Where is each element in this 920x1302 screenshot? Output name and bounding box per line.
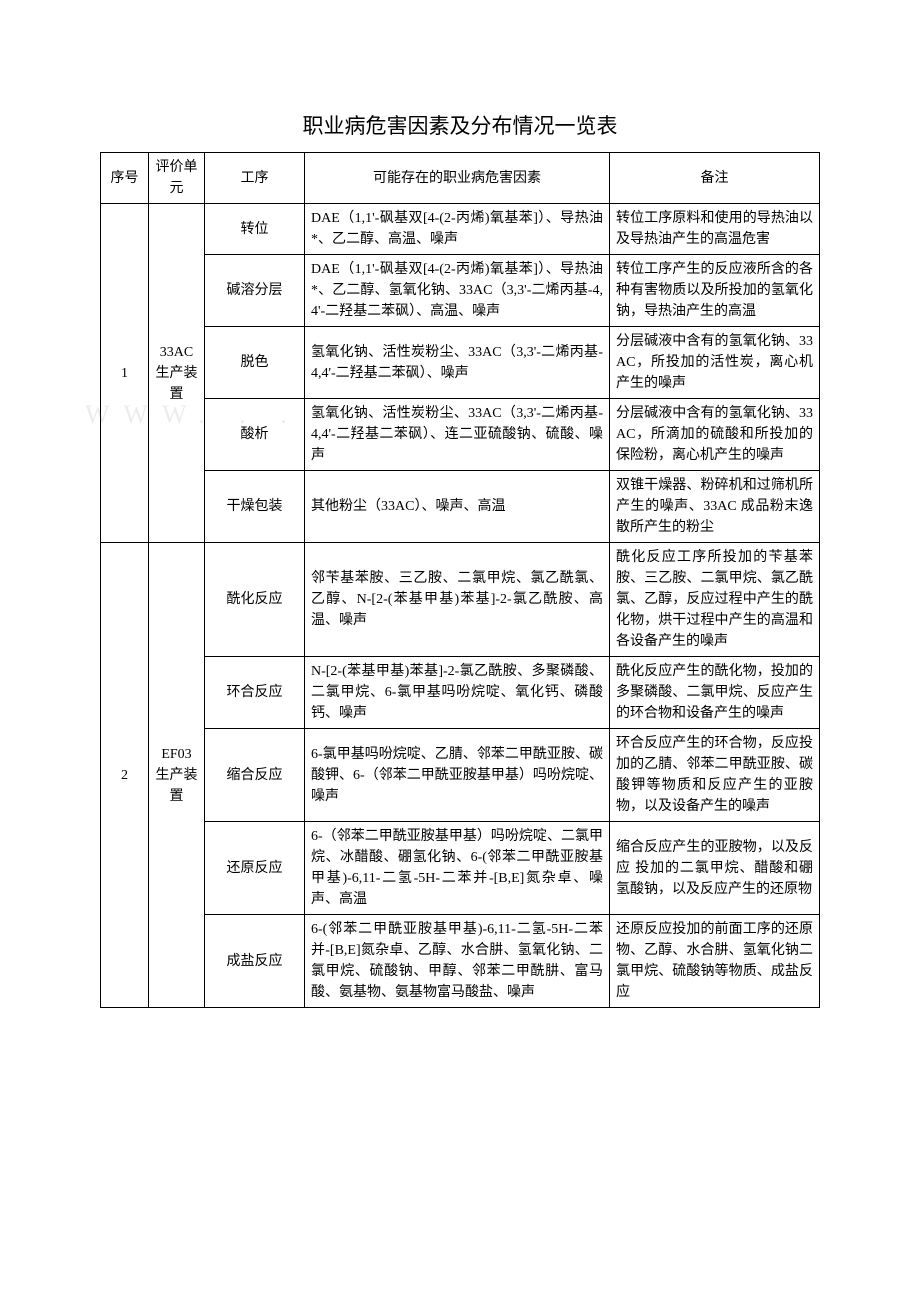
cell-note: 分层碱液中含有的氢氧化钠、33AC，所滴加的硫酸和所投加的保险粉，离心机产生的噪…	[610, 399, 820, 471]
cell-hazard: 6-（邻苯二甲酰亚胺基甲基）吗吩烷啶、二氯甲烷、冰醋酸、硼氢化钠、6-(邻苯二甲…	[305, 822, 610, 915]
cell-note: 分层碱液中含有的氢氧化钠、33AC，所投加的活性炭，离心机产生的噪声	[610, 327, 820, 399]
page-title: 职业病危害因素及分布情况一览表	[100, 110, 820, 140]
cell-hazard: 6-氯甲基吗吩烷啶、乙腈、邻苯二甲酰亚胺、碳酸钾、6-（邻苯二甲酰亚胺基甲基）吗…	[305, 729, 610, 822]
table-row: 干燥包装其他粉尘（33AC）、噪声、高温双锥干燥器、粉碎机和过筛机所产生的噪声、…	[101, 471, 820, 543]
cell-seq: 1	[101, 204, 149, 543]
cell-note: 双锥干燥器、粉碎机和过筛机所产生的噪声、33AC 成品粉末逸散所产生的粉尘	[610, 471, 820, 543]
cell-proc: 酰化反应	[205, 543, 305, 657]
cell-hazard: 邻苄基苯胺、三乙胺、二氯甲烷、氯乙酰氯、乙醇、N-[2-(苯基甲基)苯基]-2-…	[305, 543, 610, 657]
table-row: 碱溶分层DAE（1,1'-砜基双[4-(2-丙烯)氧基苯]）、导热油*、乙二醇、…	[101, 255, 820, 327]
header-proc: 工序	[205, 153, 305, 204]
cell-note: 酰化反应工序所投加的苄基苯胺、三乙胺、二氯甲烷、氯乙酰氯、乙醇，反应过程中产生的…	[610, 543, 820, 657]
header-hazard: 可能存在的职业病危害因素	[305, 153, 610, 204]
table-row: 脱色氢氧化钠、活性炭粉尘、33AC（3,3'-二烯丙基-4,4'-二羟基二苯砜）…	[101, 327, 820, 399]
cell-proc: 缩合反应	[205, 729, 305, 822]
table-row: 2EF03生产装置酰化反应邻苄基苯胺、三乙胺、二氯甲烷、氯乙酰氯、乙醇、N-[2…	[101, 543, 820, 657]
cell-note: 转位工序原料和使用的导热油以及导热油产生的高温危害	[610, 204, 820, 255]
header-note: 备注	[610, 153, 820, 204]
cell-note: 环合反应产生的环合物，反应投加的乙腈、邻苯二甲酰亚胺、碳酸钾等物质和反应产生的亚…	[610, 729, 820, 822]
cell-proc: 碱溶分层	[205, 255, 305, 327]
cell-note: 还原反应投加的前面工序的还原物、乙醇、水合肼、氢氧化钠二氯甲烷、硫酸钠等物质、成…	[610, 915, 820, 1008]
hazard-table: 序号 评价单元 工序 可能存在的职业病危害因素 备注 133AC生产装置转位DA…	[100, 152, 820, 1008]
cell-proc: 酸析	[205, 399, 305, 471]
cell-hazard: 氢氧化钠、活性炭粉尘、33AC（3,3'-二烯丙基-4,4'-二羟基二苯砜）、噪…	[305, 327, 610, 399]
header-unit: 评价单元	[149, 153, 205, 204]
cell-hazard: 6-(邻苯二甲酰亚胺基甲基)-6,11-二氢-5H-二苯并-[B,E]氮杂卓、乙…	[305, 915, 610, 1008]
cell-hazard: 氢氧化钠、活性炭粉尘、33AC（3,3'-二烯丙基-4,4'-二羟基二苯砜）、连…	[305, 399, 610, 471]
cell-proc: 成盐反应	[205, 915, 305, 1008]
table-row: 成盐反应6-(邻苯二甲酰亚胺基甲基)-6,11-二氢-5H-二苯并-[B,E]氮…	[101, 915, 820, 1008]
cell-proc: 环合反应	[205, 657, 305, 729]
cell-proc: 干燥包装	[205, 471, 305, 543]
table-row: 缩合反应6-氯甲基吗吩烷啶、乙腈、邻苯二甲酰亚胺、碳酸钾、6-（邻苯二甲酰亚胺基…	[101, 729, 820, 822]
cell-unit: EF03生产装置	[149, 543, 205, 1008]
cell-note: 转位工序产生的反应液所含的各种有害物质以及所投加的氢氧化钠，导热油产生的高温	[610, 255, 820, 327]
cell-hazard: N-[2-(苯基甲基)苯基]-2-氯乙酰胺、多聚磷酸、二氯甲烷、6-氯甲基吗吩烷…	[305, 657, 610, 729]
cell-note: 缩合反应产生的亚胺物，以及反 应 投加的二氯甲烷、醋酸和硼氢酸钠，以及反应产生的…	[610, 822, 820, 915]
cell-proc: 脱色	[205, 327, 305, 399]
cell-proc: 还原反应	[205, 822, 305, 915]
cell-hazard: DAE（1,1'-砜基双[4-(2-丙烯)氧基苯]）、导热油*、乙二醇、氢氧化钠…	[305, 255, 610, 327]
cell-proc: 转位	[205, 204, 305, 255]
header-seq: 序号	[101, 153, 149, 204]
table-header-row: 序号 评价单元 工序 可能存在的职业病危害因素 备注	[101, 153, 820, 204]
cell-hazard: 其他粉尘（33AC）、噪声、高温	[305, 471, 610, 543]
table-row: 环合反应N-[2-(苯基甲基)苯基]-2-氯乙酰胺、多聚磷酸、二氯甲烷、6-氯甲…	[101, 657, 820, 729]
table-row: 133AC生产装置转位DAE（1,1'-砜基双[4-(2-丙烯)氧基苯]）、导热…	[101, 204, 820, 255]
cell-unit: 33AC生产装置	[149, 204, 205, 543]
table-row: 酸析氢氧化钠、活性炭粉尘、33AC（3,3'-二烯丙基-4,4'-二羟基二苯砜）…	[101, 399, 820, 471]
cell-note: 酰化反应产生的酰化物，投加的多聚磷酸、二氯甲烷、反应产生的环合物和设备产生的噪声	[610, 657, 820, 729]
table-row: 还原反应6-（邻苯二甲酰亚胺基甲基）吗吩烷啶、二氯甲烷、冰醋酸、硼氢化钠、6-(…	[101, 822, 820, 915]
cell-hazard: DAE（1,1'-砜基双[4-(2-丙烯)氧基苯]）、导热油*、乙二醇、高温、噪…	[305, 204, 610, 255]
cell-seq: 2	[101, 543, 149, 1008]
